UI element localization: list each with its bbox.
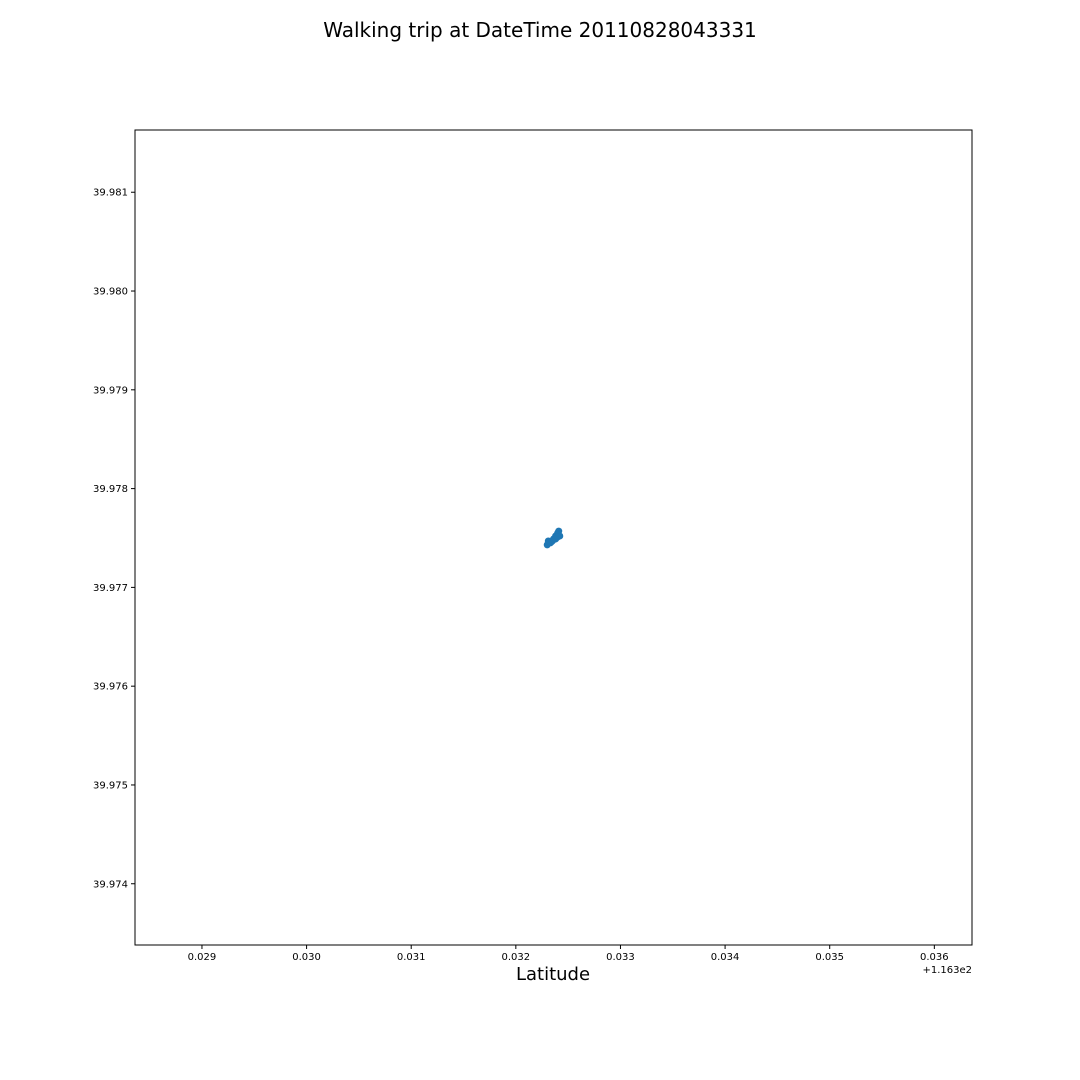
y-axis: 39.974 39.975 39.976 39.977 39.978 39.979 39.9… xyxy=(93,188,135,890)
y-tick-label: 39.974 xyxy=(93,879,128,890)
x-tick-label: 0.032 xyxy=(502,952,531,963)
x-tick-label: 0.031 xyxy=(397,952,426,963)
y-tick-label: 39.977 xyxy=(93,583,128,594)
x-tick-label: 0.029 xyxy=(188,952,217,963)
y-tick-label: 39.981 xyxy=(93,188,128,199)
y-tick-label: 39.980 xyxy=(93,287,128,298)
x-axis-offset-label: +1.163e2 xyxy=(922,965,972,976)
data-point xyxy=(544,539,552,547)
y-tick-label: 39.976 xyxy=(93,682,128,693)
x-axis-label: Latitude xyxy=(516,964,590,985)
y-tick-label: 39.978 xyxy=(93,484,128,495)
data-points xyxy=(543,527,564,549)
x-axis: 0.029 0.030 0.031 0.032 0.033 0.034 0.035 0.036 xyxy=(188,945,949,963)
x-tick-label: 0.033 xyxy=(606,952,635,963)
y-tick-label: 39.979 xyxy=(93,385,128,396)
x-tick-label: 0.030 xyxy=(292,952,321,963)
y-tick-label: 39.975 xyxy=(93,780,128,791)
x-tick-label: 0.034 xyxy=(711,952,740,963)
x-tick-label: 0.035 xyxy=(815,952,844,963)
x-tick-label: 0.036 xyxy=(920,952,949,963)
chart-title: Walking trip at DateTime 20110828043331 xyxy=(323,18,757,42)
